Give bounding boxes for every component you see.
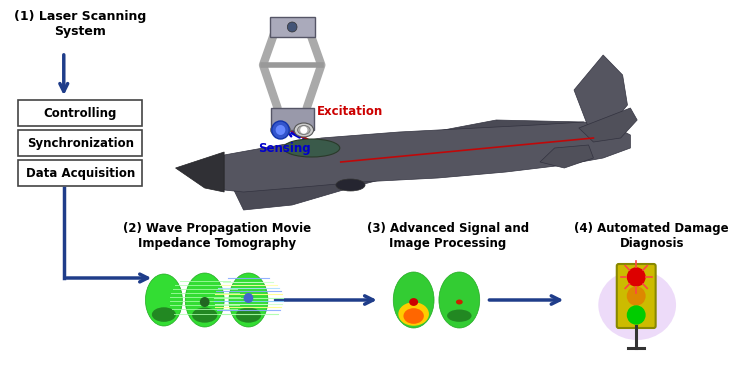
Text: (2) Wave Propagation Movie
Impedance Tomography: (2) Wave Propagation Movie Impedance Tom… [123, 222, 311, 250]
Text: Synchronization: Synchronization [27, 136, 134, 150]
Ellipse shape [152, 307, 176, 322]
FancyBboxPatch shape [617, 264, 656, 328]
Ellipse shape [336, 179, 365, 191]
Circle shape [275, 125, 286, 135]
Circle shape [200, 297, 210, 307]
Ellipse shape [275, 126, 286, 135]
Circle shape [287, 22, 297, 32]
Ellipse shape [283, 139, 339, 157]
Ellipse shape [439, 272, 480, 328]
Ellipse shape [145, 274, 182, 326]
Ellipse shape [447, 309, 471, 322]
Circle shape [301, 127, 307, 133]
Ellipse shape [271, 123, 290, 137]
Ellipse shape [236, 308, 261, 323]
FancyBboxPatch shape [18, 100, 142, 126]
FancyBboxPatch shape [18, 160, 142, 186]
Text: Controlling: Controlling [43, 106, 117, 120]
Circle shape [278, 127, 283, 133]
Ellipse shape [456, 300, 463, 305]
Text: (4) Automated Damage
Diagnosis: (4) Automated Damage Diagnosis [574, 222, 729, 250]
Circle shape [627, 287, 645, 305]
Ellipse shape [402, 312, 425, 322]
Ellipse shape [192, 308, 217, 323]
Ellipse shape [298, 126, 310, 135]
Polygon shape [175, 152, 224, 192]
Ellipse shape [409, 298, 419, 306]
Ellipse shape [398, 302, 429, 326]
Circle shape [627, 268, 645, 286]
FancyBboxPatch shape [18, 130, 142, 156]
Polygon shape [574, 55, 627, 128]
Polygon shape [233, 155, 399, 210]
Ellipse shape [393, 272, 434, 328]
Polygon shape [224, 122, 630, 192]
Text: (1) Laser Scanning
System: (1) Laser Scanning System [14, 10, 146, 38]
Ellipse shape [404, 308, 424, 324]
Circle shape [272, 121, 289, 139]
Ellipse shape [185, 273, 224, 327]
Circle shape [627, 306, 645, 324]
Ellipse shape [598, 270, 676, 340]
Text: Data Acquisition: Data Acquisition [25, 167, 135, 179]
Polygon shape [579, 108, 637, 142]
Polygon shape [540, 145, 594, 168]
FancyBboxPatch shape [270, 17, 315, 37]
Text: Excitation: Excitation [316, 105, 383, 118]
Ellipse shape [229, 273, 268, 327]
Circle shape [244, 293, 254, 303]
Ellipse shape [294, 123, 313, 137]
Text: Sensing: Sensing [258, 142, 311, 155]
Polygon shape [312, 120, 583, 178]
FancyBboxPatch shape [271, 108, 313, 130]
Text: (3) Advanced Signal and
Image Processing: (3) Advanced Signal and Image Processing [366, 222, 529, 250]
